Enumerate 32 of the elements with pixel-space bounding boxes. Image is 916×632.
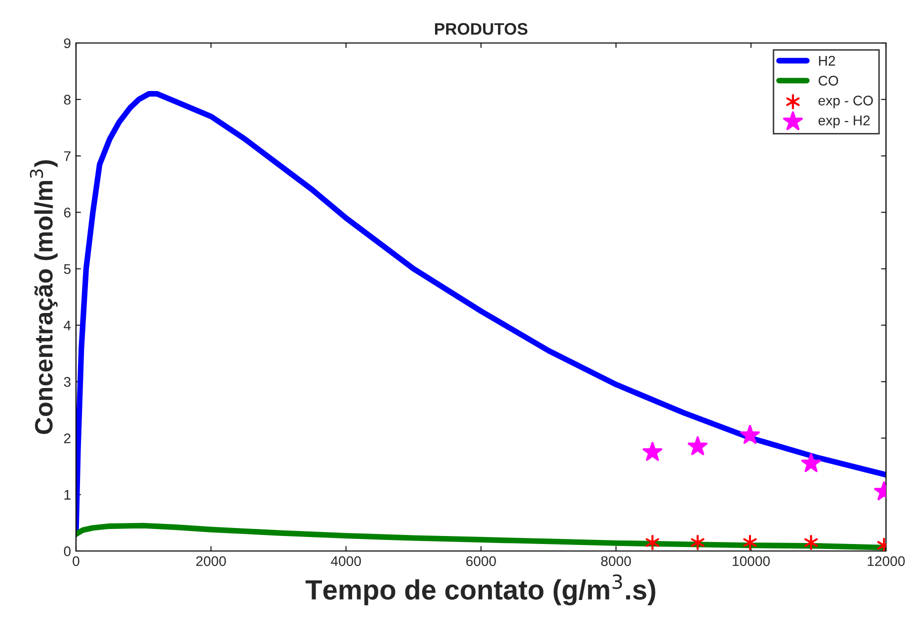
point — [804, 534, 818, 550]
y-tick-label: 9 — [64, 38, 70, 48]
point — [743, 534, 757, 550]
y-tick-label: 1 — [64, 490, 70, 500]
x-tick-label: 0 — [72, 556, 80, 566]
y-tick-label: 4 — [64, 320, 71, 330]
y-tick-label: 6 — [64, 208, 71, 218]
legend-label: exp - CO — [818, 96, 873, 108]
x-tick-label: 2000 — [196, 556, 226, 566]
x-tick-label: 8000 — [601, 556, 631, 566]
y-tick-label: 3 — [64, 377, 71, 387]
legend-label: exp - H2 — [818, 116, 870, 128]
x-tick-label: 10000 — [732, 556, 770, 566]
x-axis-title: Tempo de contato (g/m$^{3}$.s) — [306, 574, 656, 606]
point — [801, 453, 821, 472]
chart-title: PRODUTOS — [435, 23, 528, 35]
point — [646, 534, 660, 550]
y-axis-title: Concentração (mol/m$^{3}$) — [30, 160, 58, 434]
x-tick-label: 4000 — [330, 556, 361, 566]
y-tick-label: 5 — [64, 264, 71, 274]
legend-label: H2 — [819, 56, 835, 66]
y-tick-label: 0 — [64, 546, 71, 556]
legend-label: CO — [818, 76, 838, 86]
y-tick-label: 7 — [64, 151, 70, 161]
point — [688, 436, 708, 456]
y-tick-label: 8 — [64, 94, 71, 105]
point — [690, 534, 704, 550]
x-tick-label: 12000 — [868, 556, 905, 566]
point — [642, 442, 662, 461]
point — [740, 424, 760, 444]
x-tick-label: 6000 — [466, 556, 496, 566]
y-tick-label: 2 — [64, 433, 70, 444]
